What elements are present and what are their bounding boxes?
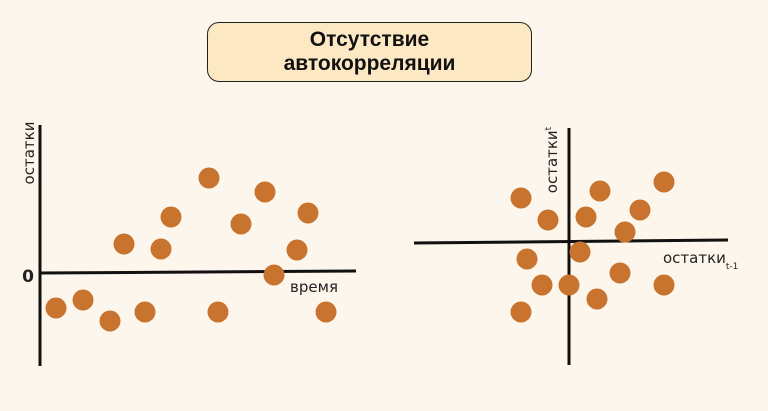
title-line-2: автокорреляции — [283, 52, 456, 75]
point — [286, 239, 308, 261]
title-box: Отсутствие автокорреляции — [207, 22, 532, 82]
point — [609, 262, 631, 284]
point — [558, 274, 580, 296]
right-x-label-main: остатки — [663, 249, 726, 267]
left-plot: остатки 0 время — [20, 122, 357, 366]
point — [614, 221, 636, 243]
point — [589, 180, 611, 202]
right-points — [510, 171, 675, 323]
point — [150, 238, 172, 260]
left-points — [45, 167, 337, 332]
point — [254, 181, 276, 203]
right-y-axis-label: остаткиt — [543, 126, 561, 193]
point — [134, 301, 156, 323]
point — [198, 167, 220, 189]
point — [537, 209, 559, 231]
point — [160, 206, 182, 228]
point — [531, 274, 553, 296]
point — [263, 264, 285, 286]
point — [586, 288, 608, 310]
point — [99, 310, 121, 332]
left-zero-label: 0 — [22, 267, 34, 287]
left-y-axis-label: остатки — [20, 122, 38, 185]
point — [569, 241, 591, 263]
point — [653, 274, 675, 296]
point — [45, 297, 67, 319]
right-x-axis-label: остаткиt-1 — [663, 249, 738, 272]
left-x-axis-label: время — [290, 278, 338, 296]
point — [653, 171, 675, 193]
point — [510, 187, 532, 209]
title-line-1: Отсутствие — [309, 28, 430, 51]
right-y-label-main: остатки — [543, 130, 561, 193]
point — [72, 289, 94, 311]
right-x-label-sub: t-1 — [726, 262, 739, 272]
point — [113, 233, 135, 255]
point — [516, 248, 538, 270]
point — [510, 301, 532, 323]
point — [315, 301, 337, 323]
right-plot: остаткиt остаткиt-1 — [413, 126, 738, 365]
point — [230, 213, 252, 235]
left-x-axis — [39, 269, 357, 275]
point — [629, 199, 651, 221]
point — [297, 202, 319, 224]
point — [575, 206, 597, 228]
right-x-axis — [413, 238, 729, 245]
right-y-label-sub: t — [544, 126, 554, 130]
point — [207, 301, 229, 323]
